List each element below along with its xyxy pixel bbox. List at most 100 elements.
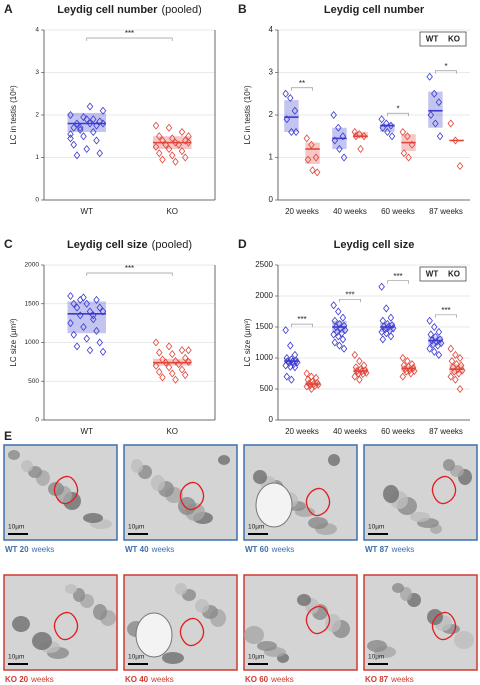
point <box>159 136 166 145</box>
point <box>356 375 363 384</box>
point <box>178 346 186 355</box>
point <box>447 372 455 381</box>
x-tick-label: WT <box>81 207 94 216</box>
point <box>290 360 297 369</box>
point <box>90 315 97 324</box>
scale-text: 10µm <box>368 654 384 661</box>
point <box>330 301 337 310</box>
y-tick-label: 4 <box>35 27 39 34</box>
x-tick-label: 87 weeks <box>429 207 463 216</box>
lumen <box>135 612 173 658</box>
legend-entry: WT <box>426 35 439 44</box>
bracket <box>86 272 173 276</box>
point <box>399 127 407 137</box>
point <box>73 303 81 312</box>
point <box>291 363 299 372</box>
point <box>165 363 173 372</box>
point <box>185 357 192 366</box>
cell <box>297 594 311 606</box>
point <box>340 344 348 353</box>
cell <box>48 482 64 496</box>
point <box>335 123 342 132</box>
point <box>378 282 385 291</box>
point <box>182 371 189 380</box>
y-tick-label: 0 <box>269 195 274 204</box>
point <box>182 153 189 162</box>
point <box>282 361 289 370</box>
cell-outline <box>179 617 205 647</box>
point <box>83 144 90 154</box>
cell <box>195 599 209 613</box>
chart-title: Leydig cell number (pooled) <box>57 4 202 16</box>
title-main: Leydig cell size <box>67 239 148 251</box>
box <box>380 123 395 132</box>
cell <box>151 475 165 491</box>
point <box>156 367 163 376</box>
point <box>303 382 311 391</box>
point <box>99 347 107 356</box>
point <box>435 98 443 107</box>
point <box>378 115 385 124</box>
point <box>288 375 295 384</box>
title-sub: (pooled) <box>152 239 192 251</box>
scale-text: 10µm <box>248 524 264 531</box>
point <box>77 123 84 132</box>
point <box>96 149 103 158</box>
label-unit: weeks <box>270 675 294 684</box>
x-tick-label: KO <box>166 427 178 436</box>
point <box>335 307 342 316</box>
y-tick-label: 2 <box>269 110 274 119</box>
point <box>283 372 291 381</box>
cell <box>392 583 404 593</box>
y-axis-label: LC size (µm³) <box>243 318 252 367</box>
point <box>379 335 387 344</box>
label-unit: weeks <box>271 545 295 554</box>
point <box>99 106 107 115</box>
point <box>67 134 74 143</box>
point <box>165 144 173 154</box>
cell <box>253 470 267 484</box>
point <box>383 329 390 338</box>
cell-outline <box>179 481 205 511</box>
micrograph: 10µm WT 87 weeks <box>363 444 478 554</box>
cell-outline <box>305 605 331 635</box>
y-tick-label: 0 <box>35 417 39 424</box>
point <box>363 368 370 377</box>
point <box>335 332 342 341</box>
point <box>409 363 417 372</box>
cell-outline <box>53 475 79 505</box>
point <box>99 307 107 316</box>
y-tick-label: 3 <box>269 68 274 77</box>
point <box>86 346 94 355</box>
point <box>70 299 77 308</box>
scale-text: 10µm <box>8 524 24 531</box>
point <box>431 89 438 98</box>
point <box>287 93 294 103</box>
point <box>408 360 416 369</box>
point <box>77 311 84 320</box>
cell <box>244 626 264 644</box>
x-tick-label: WT <box>81 427 94 436</box>
panel-letter: A <box>4 2 13 16</box>
bracket <box>339 298 361 303</box>
point <box>436 132 444 141</box>
point <box>86 119 94 128</box>
point <box>435 327 443 337</box>
point <box>303 134 311 143</box>
point <box>338 329 345 338</box>
point <box>331 338 339 347</box>
point <box>427 110 435 120</box>
point <box>429 340 437 349</box>
point <box>385 322 392 332</box>
point <box>90 311 97 320</box>
point <box>282 326 289 335</box>
legend-box <box>419 266 467 282</box>
point <box>447 119 455 128</box>
box <box>428 91 443 128</box>
point <box>339 132 347 141</box>
point <box>156 149 163 158</box>
point <box>449 363 457 372</box>
point <box>426 72 433 81</box>
x-tick-label: 40 weeks <box>333 427 367 436</box>
point <box>159 355 166 364</box>
